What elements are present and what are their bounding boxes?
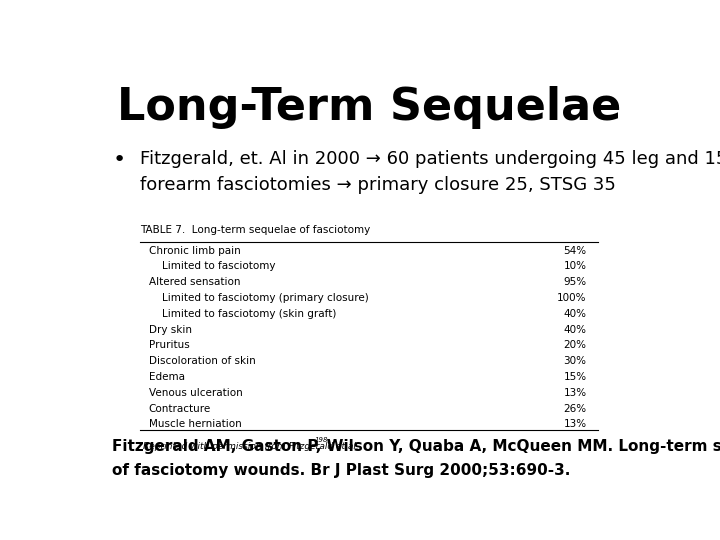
Text: 10%: 10% xyxy=(564,261,587,272)
Text: Reprinted with permission from Fitzgerald et al.: Reprinted with permission from Fitzgeral… xyxy=(143,442,359,451)
Text: Limited to fasciotomy (primary closure): Limited to fasciotomy (primary closure) xyxy=(148,293,369,303)
Text: forearm fasciotomies → primary closure 25, STSG 35: forearm fasciotomies → primary closure 2… xyxy=(140,176,616,194)
Text: 13%: 13% xyxy=(564,420,587,429)
Text: Limited to fasciotomy: Limited to fasciotomy xyxy=(148,261,275,272)
Text: 20%: 20% xyxy=(564,341,587,350)
Text: 30%: 30% xyxy=(564,356,587,366)
Text: TABLE 7.  Long-term sequelae of fasciotomy: TABLE 7. Long-term sequelae of fasciotom… xyxy=(140,225,371,235)
Text: Long-Term Sequelae: Long-Term Sequelae xyxy=(117,85,621,129)
Text: 15%: 15% xyxy=(564,372,587,382)
Text: Fitzgerald, et. Al in 2000 → 60 patients undergoing 45 leg and 15: Fitzgerald, et. Al in 2000 → 60 patients… xyxy=(140,150,720,168)
Text: Limited to fasciotomy (skin graft): Limited to fasciotomy (skin graft) xyxy=(148,309,336,319)
Text: Contracture: Contracture xyxy=(148,404,211,414)
Text: Pruritus: Pruritus xyxy=(148,341,189,350)
Text: 40%: 40% xyxy=(564,325,587,335)
Text: Discoloration of skin: Discoloration of skin xyxy=(148,356,256,366)
Text: Venous ulceration: Venous ulceration xyxy=(148,388,243,398)
Text: Chronic limb pain: Chronic limb pain xyxy=(148,246,240,255)
Text: Edema: Edema xyxy=(148,372,184,382)
Text: 54%: 54% xyxy=(564,246,587,255)
Text: •: • xyxy=(112,150,125,170)
Text: 26%: 26% xyxy=(564,404,587,414)
Text: 95%: 95% xyxy=(564,277,587,287)
Text: Dry skin: Dry skin xyxy=(148,325,192,335)
Text: 40%: 40% xyxy=(564,309,587,319)
Text: 13%: 13% xyxy=(564,388,587,398)
Text: Altered sensation: Altered sensation xyxy=(148,277,240,287)
Text: Fitzgerald AM, Gaston P, Wilson Y, Quaba A, McQueen MM. Long-term sequelae: Fitzgerald AM, Gaston P, Wilson Y, Quaba… xyxy=(112,439,720,454)
Text: Muscle herniation: Muscle herniation xyxy=(148,420,241,429)
Text: 100%: 100% xyxy=(557,293,587,303)
Text: of fasciotomy wounds. Br J Plast Surg 2000;53:690-3.: of fasciotomy wounds. Br J Plast Surg 20… xyxy=(112,463,571,478)
Text: 198: 198 xyxy=(315,437,328,443)
